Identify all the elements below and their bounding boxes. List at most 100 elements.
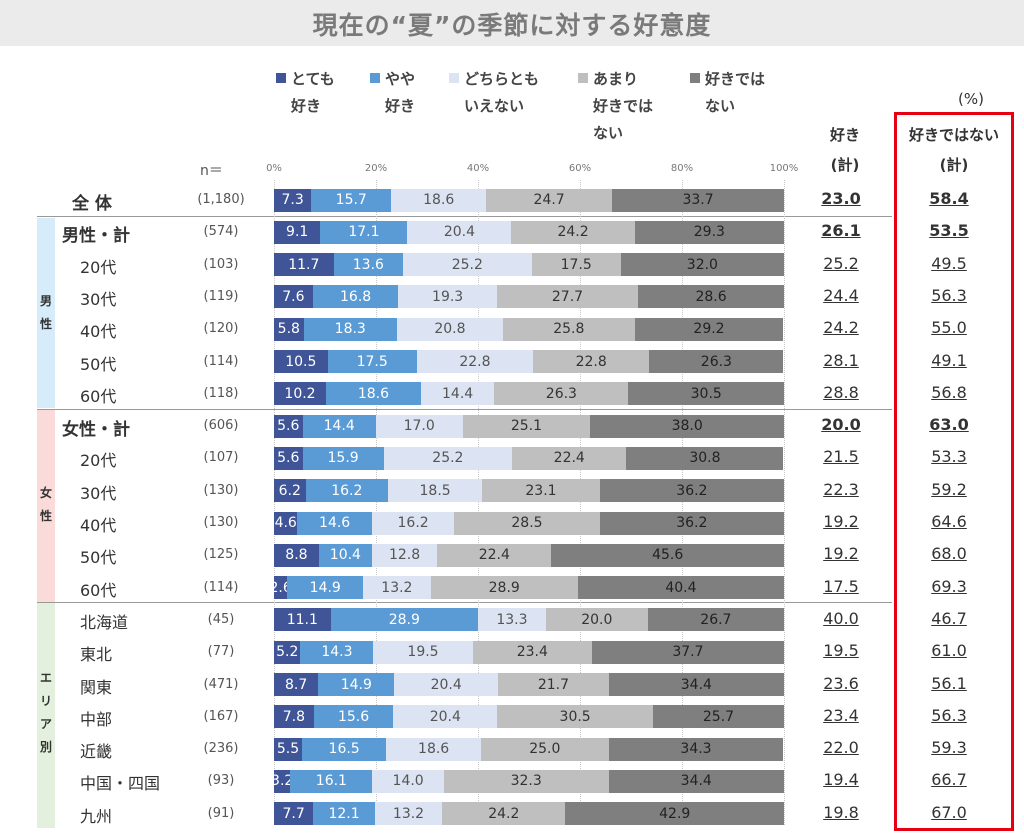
dislike-total-value: 56.1 (931, 673, 967, 693)
group-label-area: エリア別 (37, 667, 55, 759)
bar-segment: 30.5 (628, 382, 784, 406)
header-line: (計) (939, 156, 969, 174)
unit-label: (%) (958, 90, 984, 108)
like-total-value: 40.0 (823, 608, 859, 628)
bar-segment: 29.3 (634, 220, 784, 244)
row-n: (130) (203, 482, 239, 498)
bar-segment: 15.9 (302, 446, 384, 470)
x-tick-label: 0% (266, 163, 282, 174)
bar-segment: 16.2 (371, 511, 455, 535)
stacked-bar: 11.7 13.6 25.2 17.5 32.0 (274, 253, 784, 277)
separator (37, 216, 892, 217)
header-line: 好きではない (908, 126, 999, 144)
stacked-bar: 7.6 16.8 19.3 27.7 28.6 (274, 285, 784, 309)
bar-segment: 37.7 (591, 640, 784, 664)
stacked-bar: 10.5 17.5 22.8 22.8 26.3 (274, 350, 784, 373)
x-tick-label: 80% (670, 163, 694, 174)
bar-segment: 14.9 (287, 576, 364, 600)
row-n: (118) (203, 385, 239, 401)
bar-segment: 19.5 (373, 640, 473, 664)
row-label: 50代 (80, 548, 117, 568)
stacked-bar: 8.7 14.9 20.4 21.7 34.4 (274, 673, 784, 696)
row-n: (107) (203, 450, 239, 466)
bar-segment: 23.4 (472, 640, 592, 664)
bar-segment: 22.4 (512, 446, 627, 470)
grid-line (580, 180, 581, 825)
dislike-total-value: 55.0 (931, 318, 967, 338)
dislike-total-value: 56.3 (931, 285, 967, 305)
dislike-total-value: 61.0 (931, 641, 967, 661)
chart-title: 現在の“夏”の季節に対する好意度 (312, 11, 712, 40)
bar-segment: 6.2 (274, 479, 306, 503)
bar-segment: 14.9 (318, 673, 395, 696)
bar-segment: 34.4 (608, 673, 784, 696)
row-label: 関東 (80, 677, 113, 697)
group-label-male: 男性 (37, 290, 55, 336)
row-label: 20代 (80, 451, 117, 471)
bar-segment: 8.7 (274, 673, 319, 696)
stacked-bar: 5.6 14.4 17.0 25.1 38.0 (274, 414, 784, 438)
dislike-total-value: 49.1 (931, 350, 967, 370)
bar-segment: 12.8 (371, 543, 438, 567)
dislike-total-value: 49.5 (931, 253, 967, 273)
like-total-value: 19.2 (823, 512, 859, 531)
stacked-bar: 11.1 28.9 13.3 20.0 26.7 (274, 608, 784, 632)
stacked-bar: 10.2 18.6 14.4 26.3 30.5 (274, 382, 784, 406)
bar-segment: 7.6 (274, 285, 313, 309)
bar-segment: 27.7 (496, 285, 639, 309)
like-total-value: 26.1 (821, 221, 861, 241)
bar-segment: 25.0 (481, 737, 609, 761)
bar-segment: 28.9 (430, 576, 578, 600)
group-band-female: 女性 (37, 410, 55, 602)
bar-segment: 45.6 (551, 543, 784, 567)
bar-segment: 20.4 (393, 705, 498, 729)
stacked-bar: 8.8 10.4 12.8 22.4 45.6 (274, 543, 784, 567)
row-label: 男性・計 (62, 226, 130, 247)
bar-segment: 13.3 (477, 608, 546, 632)
legend-text: ない (705, 97, 736, 115)
bar-segment: 20.0 (545, 608, 648, 632)
bar-segment: 10.5 (274, 350, 328, 373)
bar-segment: 16.8 (312, 285, 399, 309)
bar-segment: 30.8 (626, 446, 784, 470)
bar-segment: 18.3 (303, 317, 397, 341)
row-label: 近畿 (80, 742, 113, 762)
dislike-total-value: 56.8 (931, 382, 967, 402)
bar-segment: 14.6 (297, 511, 372, 535)
row-n: (606) (203, 418, 239, 434)
like-total-value: 19.2 (823, 544, 859, 564)
bar-segment: 38.0 (590, 414, 784, 438)
dislike-total-value: 59.3 (931, 738, 967, 758)
row-label: 50代 (80, 354, 117, 374)
bar-segment: 24.7 (486, 188, 613, 212)
legend-text: いえない (464, 97, 525, 115)
bar-segment: 7.7 (274, 802, 314, 826)
separator (37, 602, 892, 603)
bar-segment: 32.3 (443, 769, 609, 793)
bar-segment: 32.0 (620, 253, 784, 277)
like-total-value: 23.0 (821, 189, 861, 208)
bar-segment: 25.2 (403, 253, 532, 277)
legend-item-dislike: 好きでは ない (690, 66, 765, 120)
row-n: (114) (203, 353, 239, 369)
dislike-total-header: 好きではない (計) (897, 120, 1011, 180)
bar-segment: 36.2 (599, 479, 785, 503)
row-label: 30代 (80, 289, 117, 309)
dislike-total-value: 53.3 (931, 447, 967, 467)
bar-segment: 22.8 (416, 350, 534, 373)
grid-line (682, 180, 683, 825)
legend-swatch (449, 73, 459, 83)
bar-segment: 2.6 (270, 576, 292, 600)
group-label-char: ア (39, 717, 52, 731)
row-label: 40代 (80, 516, 117, 535)
bar-segment: 24.2 (511, 220, 635, 244)
dislike-total-value: 67.0 (931, 802, 967, 822)
stacked-bar: 5.2 14.3 19.5 23.4 37.7 (274, 640, 784, 664)
group-label-char: 性 (39, 317, 52, 331)
like-total-value: 23.6 (823, 673, 859, 693)
legend-item-somewhat-like: やや 好き (370, 66, 415, 120)
bar-segment: 4.6 (274, 511, 298, 535)
bar-segment: 19.3 (398, 285, 497, 309)
dislike-total-value: 66.7 (931, 770, 967, 790)
bar-segment: 20.8 (396, 317, 503, 341)
